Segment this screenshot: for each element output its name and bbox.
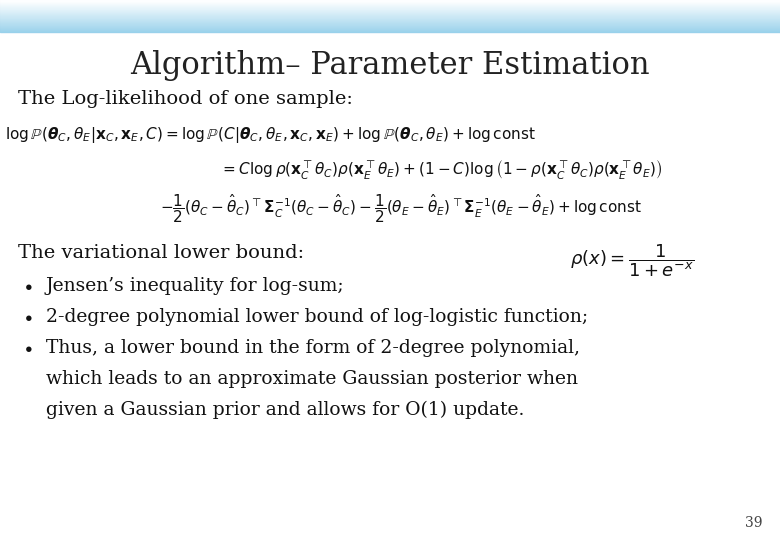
Text: $= C\log \rho(\mathbf{x}_C^\top\theta_C)\rho(\mathbf{x}_E^\top\theta_E) + (1-C)\: $= C\log \rho(\mathbf{x}_C^\top\theta_C)…	[220, 158, 662, 181]
Text: Thus, a lower bound in the form of 2-degree polynomial,: Thus, a lower bound in the form of 2-deg…	[46, 339, 580, 357]
Text: $\bullet$: $\bullet$	[22, 277, 33, 295]
Text: Jensen’s inequality for log-sum;: Jensen’s inequality for log-sum;	[46, 277, 345, 295]
Text: given a Gaussian prior and allows for O(1) update.: given a Gaussian prior and allows for O(…	[46, 401, 524, 419]
Text: $\rho(x) = \dfrac{1}{1+e^{-x}}$: $\rho(x) = \dfrac{1}{1+e^{-x}}$	[570, 242, 694, 279]
Text: Algorithm– Parameter Estimation: Algorithm– Parameter Estimation	[130, 50, 650, 81]
Text: $\log \mathbb{P}(\boldsymbol{\theta}_C, \theta_E|\mathbf{x}_C, \mathbf{x}_E, C) : $\log \mathbb{P}(\boldsymbol{\theta}_C, …	[5, 125, 536, 145]
Text: $-\dfrac{1}{2}(\theta_C - \hat{\theta}_C)^\top\boldsymbol{\Sigma}_C^{-1}(\theta_: $-\dfrac{1}{2}(\theta_C - \hat{\theta}_C…	[160, 192, 642, 225]
Text: 39: 39	[744, 516, 762, 530]
Text: The variational lower bound:: The variational lower bound:	[18, 244, 304, 262]
Text: 2-degree polynomial lower bound of log-logistic function;: 2-degree polynomial lower bound of log-l…	[46, 308, 588, 326]
Text: The Log-likelihood of one sample:: The Log-likelihood of one sample:	[18, 90, 353, 108]
Text: $\bullet$: $\bullet$	[22, 308, 33, 326]
Text: which leads to an approximate Gaussian posterior when: which leads to an approximate Gaussian p…	[46, 370, 578, 388]
Text: $\bullet$: $\bullet$	[22, 339, 33, 357]
